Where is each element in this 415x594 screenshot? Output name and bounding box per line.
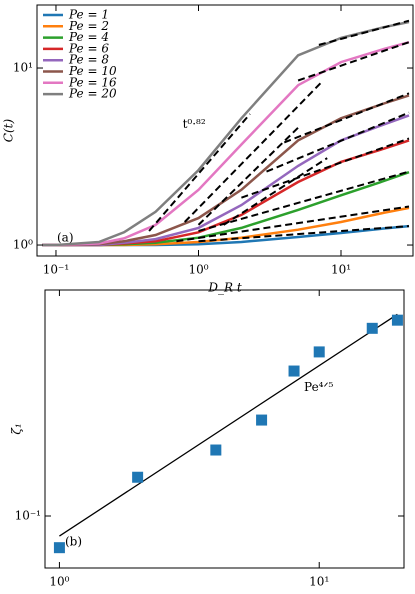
plot-area bbox=[59, 313, 398, 537]
y-axis-label: ζ₁ bbox=[10, 423, 24, 434]
legend-label: Pe = 4 bbox=[68, 30, 109, 44]
legend-label: Pe = 20 bbox=[68, 87, 117, 101]
fit-line bbox=[318, 19, 410, 46]
legend-label: Pe = 16 bbox=[68, 75, 117, 89]
legend-label: Pe = 2 bbox=[68, 19, 109, 33]
fit-line bbox=[197, 126, 299, 226]
plot-area bbox=[42, 19, 410, 247]
x-tick-label: 10⁰ bbox=[188, 263, 208, 277]
point bbox=[53, 542, 65, 554]
point bbox=[313, 346, 325, 358]
fit-line bbox=[241, 137, 410, 199]
axes-frame bbox=[36, 4, 414, 257]
fit-line bbox=[176, 205, 410, 243]
point bbox=[132, 471, 144, 483]
annotation: t⁰·⁸² bbox=[183, 117, 206, 131]
axes-frame bbox=[44, 289, 405, 569]
legend-label: Pe = 1 bbox=[68, 8, 109, 22]
x-axis-label: D_R t bbox=[207, 281, 241, 295]
point bbox=[391, 314, 403, 326]
y-tick-label: 10¹ bbox=[13, 61, 33, 75]
x-tick-label: 10⁰ bbox=[49, 575, 69, 589]
fit-line bbox=[297, 41, 410, 82]
fit-line bbox=[283, 92, 410, 144]
fit-line bbox=[198, 225, 410, 243]
point bbox=[256, 414, 268, 426]
y-axis-label: C(t) bbox=[2, 119, 16, 143]
panel-label: (b) bbox=[65, 535, 82, 549]
y-tick-label: 10⁻¹ bbox=[15, 508, 41, 522]
y-tick-label: 10⁰ bbox=[13, 238, 33, 252]
x-tick-label: 10⁻¹ bbox=[43, 263, 69, 277]
legend-label: Pe = 6 bbox=[68, 41, 109, 55]
fit-line bbox=[223, 157, 328, 226]
fit-line bbox=[59, 313, 398, 537]
x-tick-label: 10¹ bbox=[331, 263, 351, 277]
fit-line bbox=[198, 170, 410, 232]
point bbox=[210, 444, 222, 456]
fit-line bbox=[266, 111, 410, 173]
x-tick-label: 10¹ bbox=[309, 575, 329, 589]
point bbox=[288, 365, 300, 377]
fit-line bbox=[148, 113, 251, 232]
fit-line bbox=[183, 79, 324, 223]
legend-label: Pe = 8 bbox=[68, 53, 109, 67]
panel-label: (a) bbox=[57, 231, 74, 245]
point bbox=[366, 322, 378, 334]
legend-label: Pe = 10 bbox=[68, 64, 117, 78]
annotation: Pe⁴ᐟ⁵ bbox=[304, 380, 334, 394]
x-axis-label: Pe bbox=[216, 593, 232, 594]
